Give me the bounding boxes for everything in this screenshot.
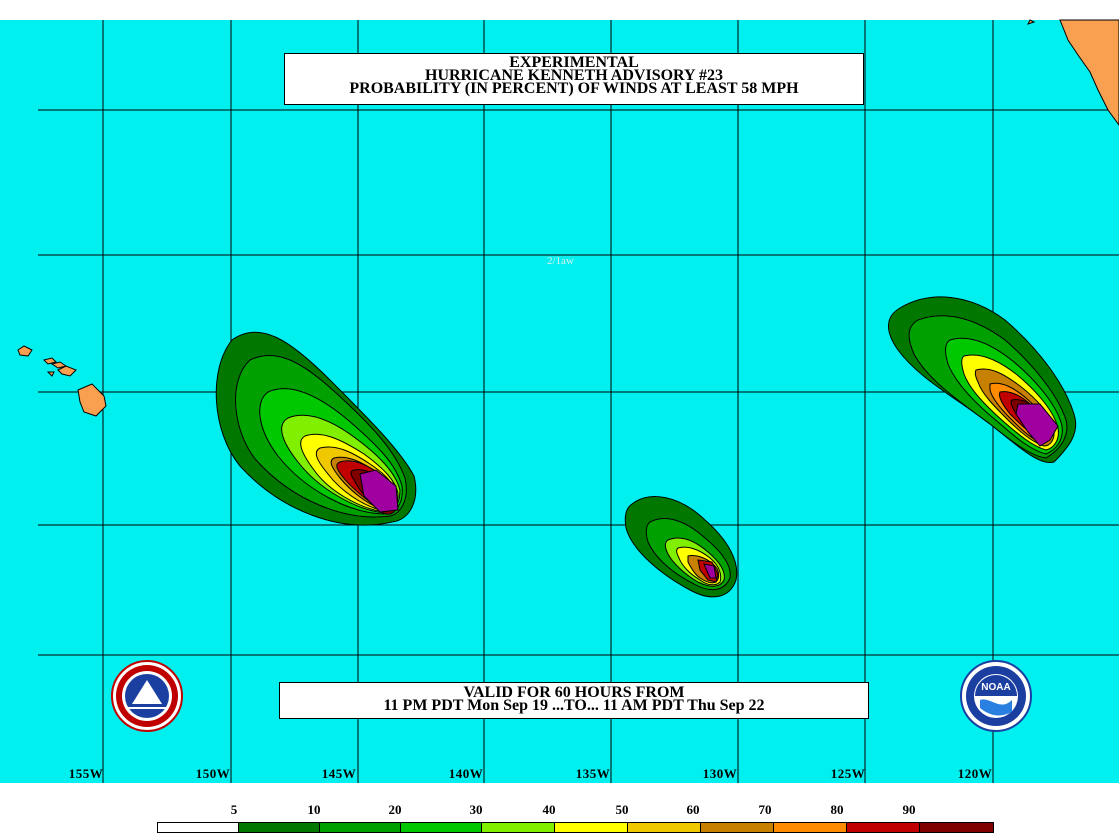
- title-line-2: HURRICANE KENNETH ADVISORY #23: [425, 67, 723, 84]
- legend-swatch-0-5: [158, 823, 239, 832]
- legend-swatch-90-100: [920, 823, 993, 832]
- legend-swatch-5-10: [239, 823, 320, 832]
- probability-swath-west: [215, 331, 417, 526]
- lon-label-140w: 140W: [448, 766, 484, 781]
- lon-label-130w: 130W: [702, 766, 738, 781]
- lon-label-155w: 155W: [68, 766, 104, 781]
- legend-swatch-60-70: [701, 823, 774, 832]
- legend-label-20: 20: [388, 802, 402, 817]
- legend-label-50: 50: [615, 802, 629, 817]
- legend-swatch-10-20: [320, 823, 401, 832]
- valid-period-box: VALID FOR 60 HOURS FROM 11 PM PDT Mon Se…: [279, 682, 869, 719]
- legend-label-80: 80: [830, 802, 844, 817]
- valid-line-2: 11 PM PDT Mon Sep 19 ...TO... 11 AM PDT …: [383, 697, 765, 714]
- noaa-logo-icon: NOAA: [960, 660, 1032, 732]
- legend-swatch-40-50: [555, 823, 628, 832]
- legend-label-60: 60: [686, 802, 700, 817]
- map-stamp: 2/1aw: [547, 255, 574, 267]
- legend-swatch-30-40: [482, 823, 555, 832]
- legend-label-40: 40: [542, 802, 556, 817]
- legend-label-10: 10: [307, 802, 321, 817]
- legend-swatch-70-80: [774, 823, 847, 832]
- legend-label-70: 70: [758, 802, 772, 817]
- lon-label-135w: 135W: [575, 766, 611, 781]
- title-line-3: PROBABILITY (IN PERCENT) OF WINDS AT LEA…: [349, 80, 799, 97]
- legend-color-bar: [157, 822, 994, 833]
- lon-label-120w: 120W: [957, 766, 993, 781]
- lon-label-125w: 125W: [830, 766, 866, 781]
- legend-label-90: 90: [902, 802, 916, 817]
- baja-california-land: [1059, 19, 1119, 126]
- baja-coast-detail: [1027, 19, 1036, 25]
- legend-swatch-80-90: [847, 823, 920, 832]
- valid-line-1: VALID FOR 60 HOURS FROM: [463, 684, 685, 701]
- ocean: [0, 20, 1119, 783]
- lon-label-150w: 150W: [195, 766, 231, 781]
- nws-logo-icon: [111, 660, 183, 732]
- legend-swatch-50-60: [628, 823, 701, 832]
- legend-label-5: 5: [230, 802, 238, 817]
- title-line-1: EXPERIMENTAL: [509, 54, 639, 71]
- svg-text:NOAA: NOAA: [981, 682, 1010, 693]
- lon-label-145w: 145W: [321, 766, 357, 781]
- probability-swath-central: [624, 496, 738, 598]
- probability-swath-east: [888, 296, 1077, 464]
- hawaiian-islands: [17, 345, 107, 417]
- legend-label-30: 30: [469, 802, 483, 817]
- legend-swatch-20-30: [401, 823, 482, 832]
- advisory-title-box: EXPERIMENTAL HURRICANE KENNETH ADVISORY …: [284, 53, 864, 105]
